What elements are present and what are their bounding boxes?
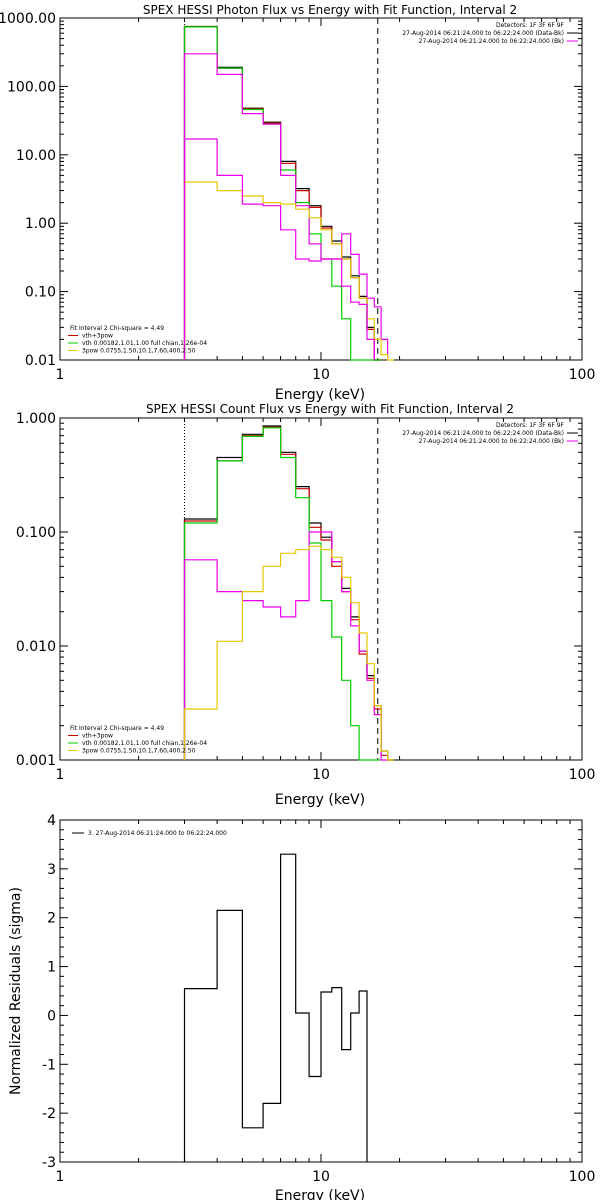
- legend-bottom-entry: 3pow 0.0755,1.50,10.1,7.60,400,2.50: [82, 348, 196, 355]
- photon-flux-xlabel: Energy (keV): [275, 387, 365, 403]
- x-tick-label: 10: [312, 367, 330, 383]
- legend-top-entry: 27-Aug-2014 06:21:24.000 to 06:22:24.000…: [419, 438, 564, 445]
- data-series-line: [183, 425, 394, 761]
- y-tick-label: 100.00: [7, 79, 56, 95]
- legend-top-entry: Detectors: 1F 3F 6F 9F: [496, 422, 565, 429]
- y-tick-label: 0: [47, 1008, 56, 1024]
- y-tick-label: 4: [47, 813, 56, 829]
- y-tick-label: 0.100: [16, 525, 56, 541]
- data-series-line: [183, 545, 394, 761]
- photon-flux-title: SPEX HESSI Photon Flux vs Energy with Fi…: [143, 3, 517, 17]
- count-flux-panel: SPEX HESSI Count Flux vs Energy with Fit…: [16, 402, 595, 808]
- x-tick-label: 100: [569, 367, 596, 383]
- legend-bottom-entry: vth+3pow: [82, 733, 113, 740]
- y-tick-label: 0.10: [25, 285, 56, 301]
- y-tick-label: 10.00: [16, 148, 56, 164]
- y-tick-label: 1000.00: [0, 11, 56, 27]
- x-tick-label: 1: [56, 1169, 65, 1185]
- legend-entry: 3. 27-Aug-2014 06:21:24.000 to 06:22:24.…: [88, 830, 227, 837]
- data-series-line: [183, 25, 382, 361]
- y-tick-label: 0.001: [16, 753, 56, 769]
- count-flux-title: SPEX HESSI Count Flux vs Energy with Fit…: [146, 402, 514, 416]
- data-series-line: [183, 426, 394, 761]
- residuals-xlabel: Energy (keV): [275, 1188, 365, 1200]
- data-series-line: [183, 138, 375, 360]
- legend-top-entry: 27-Aug-2014 06:21:24.000 to 06:22:24.000…: [402, 30, 564, 37]
- legend-bottom-entry: Fit Interval 2 Chi-square = 4.49: [70, 725, 164, 732]
- x-tick-label: 100: [569, 767, 596, 783]
- y-tick-label: 0.010: [16, 639, 56, 655]
- x-tick-label: 1: [56, 767, 65, 783]
- x-tick-label: 10: [312, 767, 330, 783]
- y-tick-label: 1: [47, 960, 56, 976]
- legend-top-entry: 27-Aug-2014 06:21:24.000 to 06:22:24.000…: [419, 38, 564, 45]
- legend-bottom-entry: vth 0.00182,1.01,1.00 full chian,1.26e-0…: [82, 740, 207, 747]
- legend-top-entry: 27-Aug-2014 06:21:24.000 to 06:22:24.000…: [402, 430, 564, 437]
- y-tick-label: -3: [42, 1155, 56, 1171]
- x-tick-label: 10: [312, 1169, 330, 1185]
- legend-bottom-entry: vth 0.00182,1.01,1.00 full chian,1.26e-0…: [82, 340, 207, 347]
- photon-flux-panel: SPEX HESSI Photon Flux vs Energy with Fi…: [0, 3, 595, 403]
- photon-flux-plot-frame: [59, 17, 583, 361]
- legend-bottom-entry: vth+3pow: [82, 333, 113, 340]
- y-tick-label: 1.000: [16, 411, 56, 427]
- legend-bottom-entry: Fit Interval 2 Chi-square = 4.49: [70, 325, 164, 332]
- residuals-panel: 1 10 100 -3 -2 -1 0 1 2 3 4 3. 27-Aug-2014 06:21:2…: [8, 813, 595, 1200]
- legend-top-entry: Detectors: 1F 3F 6F 9F: [496, 22, 565, 29]
- y-tick-label: 0.01: [25, 353, 56, 369]
- data-series-line: [183, 427, 382, 761]
- y-tick-label: 2: [47, 911, 56, 927]
- y-tick-label: 1.00: [25, 216, 56, 232]
- data-series-line: [183, 181, 394, 361]
- y-tick-label: 3: [47, 862, 56, 878]
- residuals-ylabel: Normalized Residuals (sigma): [8, 887, 24, 1095]
- y-tick-label: -2: [42, 1106, 56, 1122]
- data-series-line: [183, 26, 382, 361]
- y-tick-label: -1: [42, 1057, 56, 1073]
- data-series-line: [183, 53, 389, 360]
- residuals-plot-frame: [59, 819, 583, 1163]
- data-series-line: [183, 26, 382, 361]
- x-tick-label: 100: [569, 1169, 596, 1185]
- x-tick-label: 1: [56, 367, 65, 383]
- legend-bottom-entry: 3pow 0.0755,1.50,10.1,7.60,400,2.50: [82, 748, 196, 755]
- count-flux-xlabel: Energy (keV): [275, 792, 365, 808]
- data-series-line: [183, 853, 368, 1162]
